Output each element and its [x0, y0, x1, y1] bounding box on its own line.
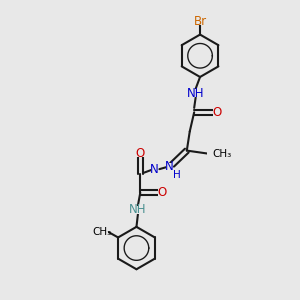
Text: NH: NH [129, 203, 147, 216]
Bar [151, 166, 158, 173]
Text: CH₃: CH₃ [213, 148, 232, 158]
Bar [136, 150, 144, 157]
Bar [96, 229, 108, 236]
Text: CH₃: CH₃ [93, 227, 112, 237]
Text: Br: Br [194, 15, 207, 28]
Bar [133, 206, 143, 214]
Text: H: H [173, 170, 181, 180]
Bar [158, 189, 166, 196]
Bar [167, 163, 173, 170]
Bar [213, 109, 221, 116]
Text: NH: NH [187, 87, 204, 100]
Bar [190, 89, 201, 97]
Text: N: N [150, 163, 158, 176]
Text: O: O [136, 147, 145, 160]
Text: O: O [212, 106, 221, 119]
Text: N: N [165, 160, 174, 173]
Text: O: O [158, 186, 167, 199]
Bar [195, 18, 205, 25]
Bar [206, 150, 219, 157]
